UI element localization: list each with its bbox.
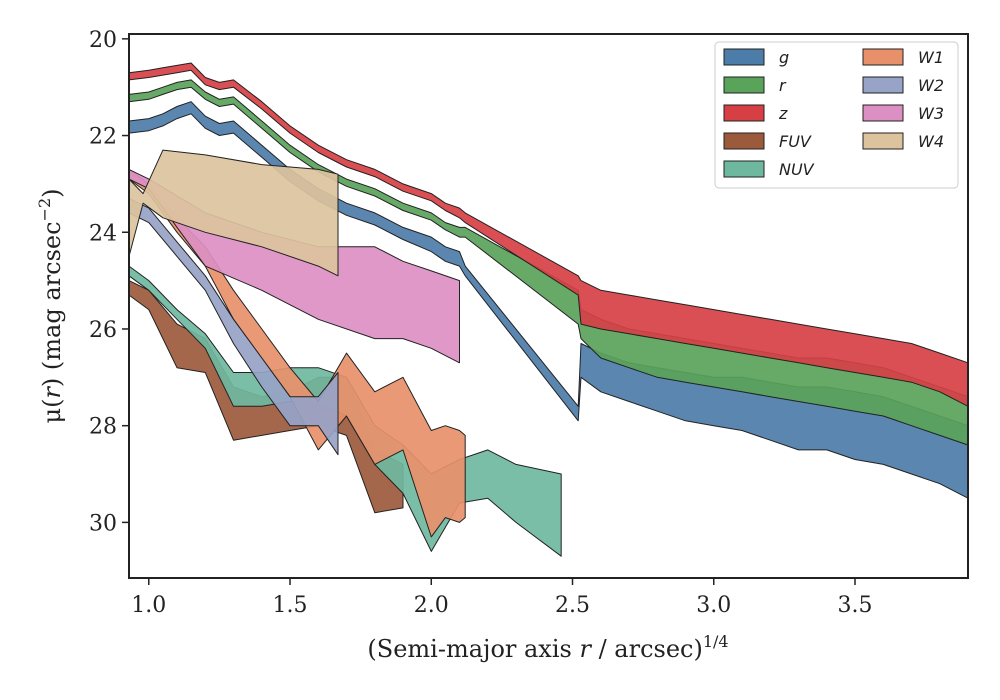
legend-label-nuv: NUV bbox=[779, 160, 815, 179]
y-axis-label: μ(r) (mag arcsec−2) bbox=[35, 188, 66, 423]
legend-label-w4: W4 bbox=[918, 132, 944, 151]
y-tick-label: 28 bbox=[89, 415, 117, 440]
y-tick-label: 22 bbox=[89, 125, 117, 150]
series-band-w2 bbox=[128, 197, 339, 456]
y-tick-label: 20 bbox=[89, 28, 117, 53]
y-tick-label: 24 bbox=[89, 221, 117, 246]
series-band-w4 bbox=[128, 149, 339, 277]
legend-swatch-fuv bbox=[723, 132, 765, 150]
legend-label-w1: W1 bbox=[918, 48, 944, 67]
legend-swatch-w1 bbox=[862, 48, 904, 66]
legend-swatch-w4 bbox=[862, 132, 904, 150]
legend-label-fuv: FUV bbox=[779, 132, 812, 151]
x-tick-label: 3.5 bbox=[838, 593, 873, 618]
y-tick-label: 30 bbox=[89, 511, 117, 536]
x-tick-label: 2.5 bbox=[555, 593, 590, 618]
plot-frame bbox=[128, 33, 969, 579]
legend-swatch-w2 bbox=[862, 76, 904, 94]
legend-swatch-w3 bbox=[862, 104, 904, 122]
legend-swatch-g bbox=[723, 48, 765, 66]
y-tick-label: 26 bbox=[89, 318, 117, 343]
x-tick-label: 3.0 bbox=[696, 593, 731, 618]
legend-label-r: r bbox=[779, 76, 787, 95]
series-layer bbox=[128, 62, 969, 557]
legend-label-w3: W3 bbox=[918, 104, 944, 123]
legend-swatch-r bbox=[723, 76, 765, 94]
x-tick-label: 1.0 bbox=[131, 593, 166, 618]
x-tick-label: 1.5 bbox=[273, 593, 308, 618]
x-axis: 1.0 1.5 2.0 2.5 3.0 3.5 bbox=[131, 578, 873, 618]
x-tick-label: 2.0 bbox=[414, 593, 449, 618]
x-axis-label: (Semi-major axis r / arcsec)1/4 bbox=[367, 632, 728, 663]
legend-swatch-nuv bbox=[723, 160, 765, 178]
legend-label-w2: W2 bbox=[918, 76, 944, 95]
legend-label-z: z bbox=[778, 104, 788, 123]
y-axis: 20 22 24 26 28 30 bbox=[89, 28, 129, 536]
legend-swatch-z bbox=[723, 104, 765, 122]
legend-label-g: g bbox=[779, 48, 789, 67]
legend: grz FUV NUV W1 W2 W3 W4 bbox=[714, 41, 959, 189]
